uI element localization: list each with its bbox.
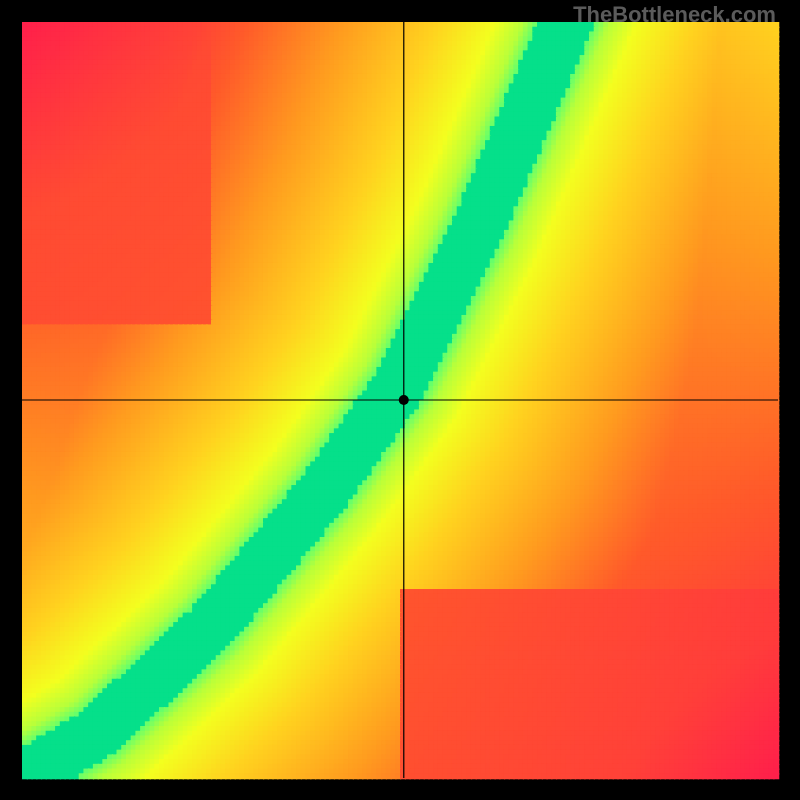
- bottleneck-heatmap: [0, 0, 800, 800]
- watermark-text: TheBottleneck.com: [573, 2, 776, 28]
- chart-container: TheBottleneck.com: [0, 0, 800, 800]
